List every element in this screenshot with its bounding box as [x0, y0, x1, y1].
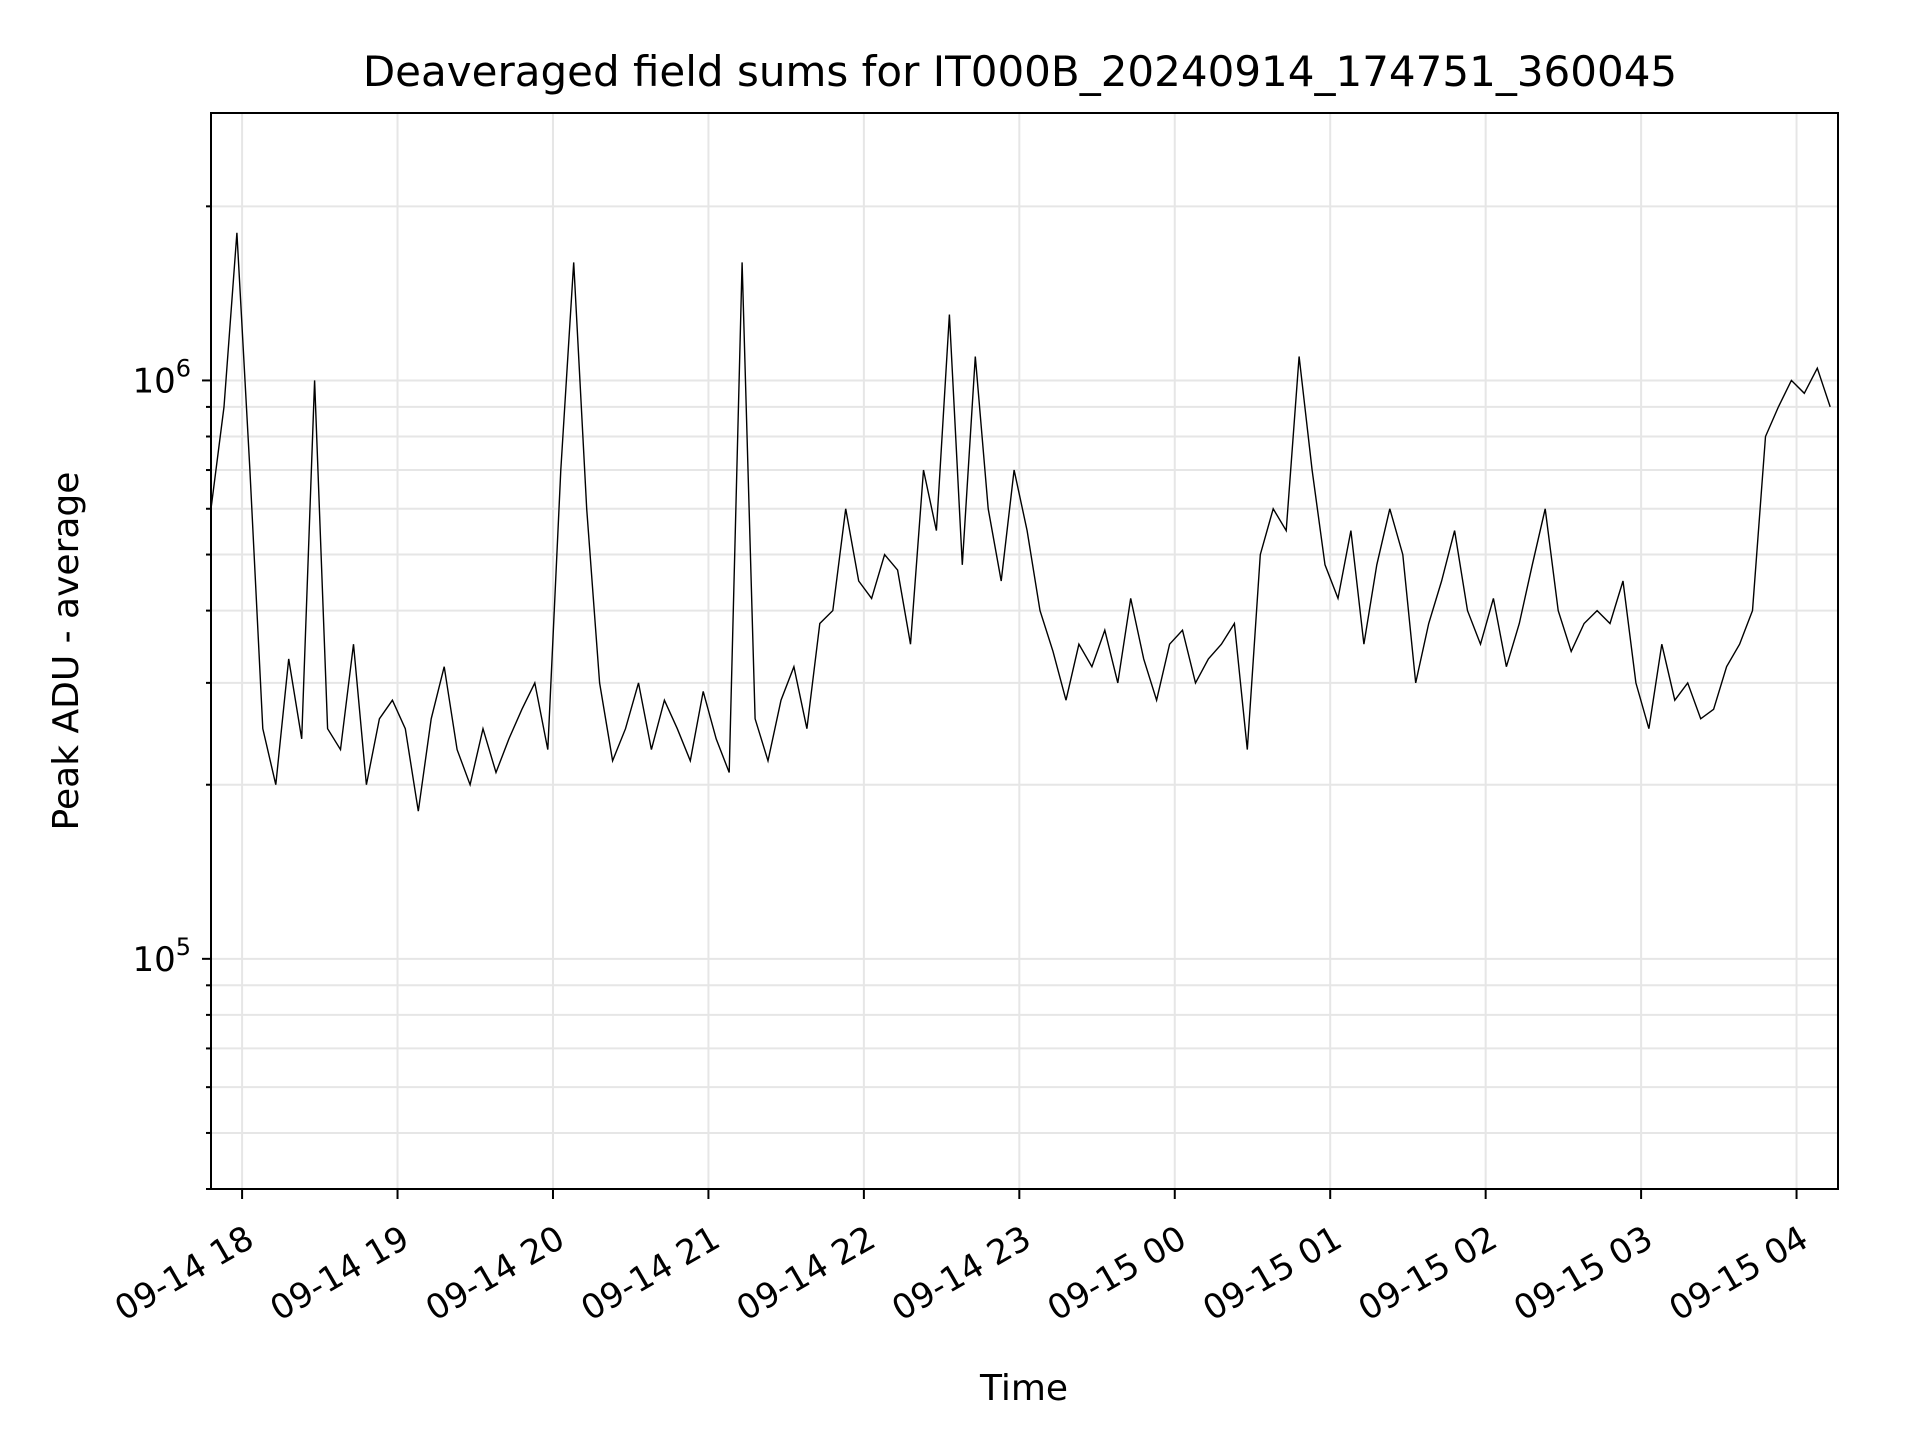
grid [211, 113, 1838, 1190]
y-tick-label: 105 [132, 933, 191, 980]
x-axis-label: Time [979, 1368, 1068, 1409]
series-line [210, 232, 1831, 812]
y-axis-label: Peak ADU - average [46, 472, 87, 831]
y-tick-label: 106 [132, 354, 191, 401]
plot-frame [210, 112, 1839, 1190]
ticks [202, 205, 1798, 1199]
chart-title: Deaveraged field sums for IT000B_2024091… [363, 47, 1677, 96]
y-tick-labels: 105 106 [132, 354, 191, 979]
series-group [210, 232, 1831, 812]
